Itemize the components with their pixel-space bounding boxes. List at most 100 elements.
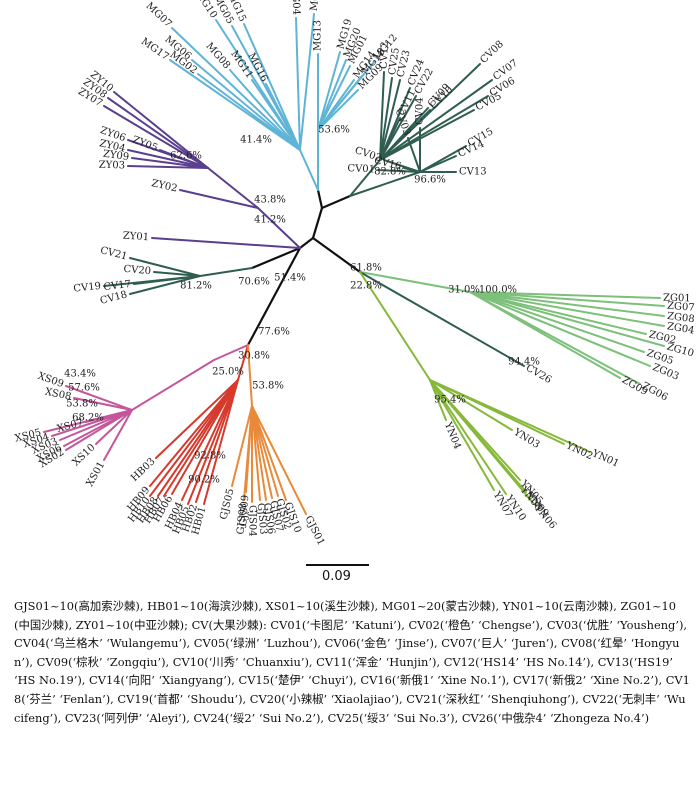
leaf-label: ZG06 xyxy=(640,381,670,404)
leaf-branch xyxy=(469,291,665,307)
trunk-branch xyxy=(320,194,352,210)
leaf-label: CV05 xyxy=(474,91,504,114)
leaf-branch xyxy=(407,137,421,173)
leaf-label: ZY03 xyxy=(99,160,126,172)
support-value: 94.4% xyxy=(508,357,540,368)
support-value: 57.6% xyxy=(68,383,100,394)
leaf-branch xyxy=(155,379,239,459)
leaf-label: CV21 xyxy=(99,245,128,263)
leaf-branch xyxy=(251,405,273,499)
leaf-branch xyxy=(317,59,347,131)
leaf-branch xyxy=(317,61,375,131)
leaf-branch xyxy=(113,91,209,169)
leaf-branch xyxy=(171,379,239,495)
leaf-branch xyxy=(103,105,209,169)
phylogenetic-tree: MG07MG10MG05MG15MG04MG03MG17MG06MG02MG08… xyxy=(14,0,695,566)
leaf-branch xyxy=(127,165,209,169)
leaf-branch xyxy=(359,271,525,367)
support-value: 92.8% xyxy=(194,451,226,462)
leaf-branch xyxy=(251,405,267,501)
legend-text: GJS01~10(高加索沙棘), HB01~10(海滨沙棘), XS01~10(… xyxy=(14,599,690,725)
leaf-branch xyxy=(181,379,239,501)
trunk-branch xyxy=(250,246,302,270)
leaf-branch xyxy=(73,397,133,411)
leaf-branch xyxy=(85,409,133,423)
leaf-branch xyxy=(179,189,259,209)
support-value: 31.0% xyxy=(448,285,480,296)
leaf-branch xyxy=(153,271,201,277)
leaf-branch xyxy=(231,405,253,487)
leaf-branch xyxy=(317,65,351,131)
leaf-branch xyxy=(251,79,301,151)
trunk-branch xyxy=(311,206,324,240)
leaf-branch xyxy=(379,71,385,161)
leaf-label: ZY01 xyxy=(122,231,149,244)
support-value: 41.4% xyxy=(240,135,272,146)
leaf-branch xyxy=(429,379,447,421)
leaf-label: CV19 xyxy=(73,281,102,295)
leaf-label: CV12 xyxy=(379,41,391,69)
leaf-branch xyxy=(149,379,239,497)
leaf-branch xyxy=(243,405,253,501)
scale-bar-label: 0.09 xyxy=(322,569,351,584)
support-values: 41.4% 53.6% 82.8% 96.6% 62.6% 43.8% 41.2% 81.2%… xyxy=(64,125,540,486)
leaf-label: CV17 xyxy=(103,279,132,293)
support-value: 68.2% xyxy=(72,413,104,424)
leaf-label: MG04 xyxy=(289,0,301,15)
leaf-label: MG03 xyxy=(309,0,323,12)
leaf-label: CV08 xyxy=(478,39,506,66)
leaf-branch xyxy=(149,379,239,487)
trunk-branch xyxy=(246,246,302,347)
leaf-label: XS10 xyxy=(71,442,98,468)
leaf-label: CV25 xyxy=(387,47,402,76)
leaf-branch xyxy=(151,237,301,249)
leaf-branch xyxy=(187,379,239,505)
leaf-branch xyxy=(429,379,513,431)
leaf-branch xyxy=(379,77,393,161)
trunk-branch xyxy=(316,188,324,210)
leaf-branch xyxy=(195,379,239,503)
leaf-branch xyxy=(131,157,209,169)
leaf-label: CV20 xyxy=(123,264,151,277)
support-value: 43.4% xyxy=(64,369,96,380)
leaf-branch xyxy=(203,379,239,505)
leaf-label: CV01 xyxy=(347,163,375,175)
leaf-label: GJS03 xyxy=(255,503,269,535)
leaf-branch xyxy=(251,405,287,501)
leaf-branch xyxy=(469,291,665,317)
leaf-branch xyxy=(429,379,591,453)
leaf-label: ZY02 xyxy=(150,178,178,195)
leaf-branch xyxy=(127,149,209,169)
leaf-branch xyxy=(229,69,301,151)
clade-branch xyxy=(131,359,215,411)
leaf-branch xyxy=(265,83,301,151)
leaf-branch xyxy=(429,379,535,505)
support-value: 82.8% xyxy=(374,167,406,178)
leaf-branch xyxy=(243,23,301,151)
support-value: 30.8% xyxy=(238,351,270,362)
leaf-label: MG08 xyxy=(203,41,232,72)
leaf-branch xyxy=(197,73,301,151)
clade-branch xyxy=(359,271,431,381)
leaf-branch xyxy=(103,409,133,461)
leaf-branch xyxy=(377,169,421,173)
leaf-branch xyxy=(379,63,481,161)
leaf-branch xyxy=(251,405,307,515)
support-value: 70.6% xyxy=(238,277,270,288)
leaf-label: XS01 xyxy=(85,460,108,489)
leaf-branch xyxy=(429,379,507,495)
leaf-label: GJS06 xyxy=(261,502,277,535)
leaf-label: MG07 xyxy=(144,1,174,30)
leaf-branch xyxy=(65,409,133,451)
support-value: 53.6% xyxy=(318,125,350,136)
support-value: 81.2% xyxy=(180,281,212,292)
leaf-branch xyxy=(419,145,467,173)
leaf-branch xyxy=(65,385,133,411)
leaf-label: MG13 xyxy=(313,20,324,51)
support-value: 62.6% xyxy=(170,151,202,162)
leaf-labels: MG07MG10MG05MG15MG04MG03MG17MG06MG02MG08… xyxy=(14,0,695,547)
support-value: 25.0% xyxy=(212,367,244,378)
leaf-label: YN02 xyxy=(563,440,594,462)
leaf-branch xyxy=(133,275,201,285)
support-value: 53.8% xyxy=(66,399,98,410)
